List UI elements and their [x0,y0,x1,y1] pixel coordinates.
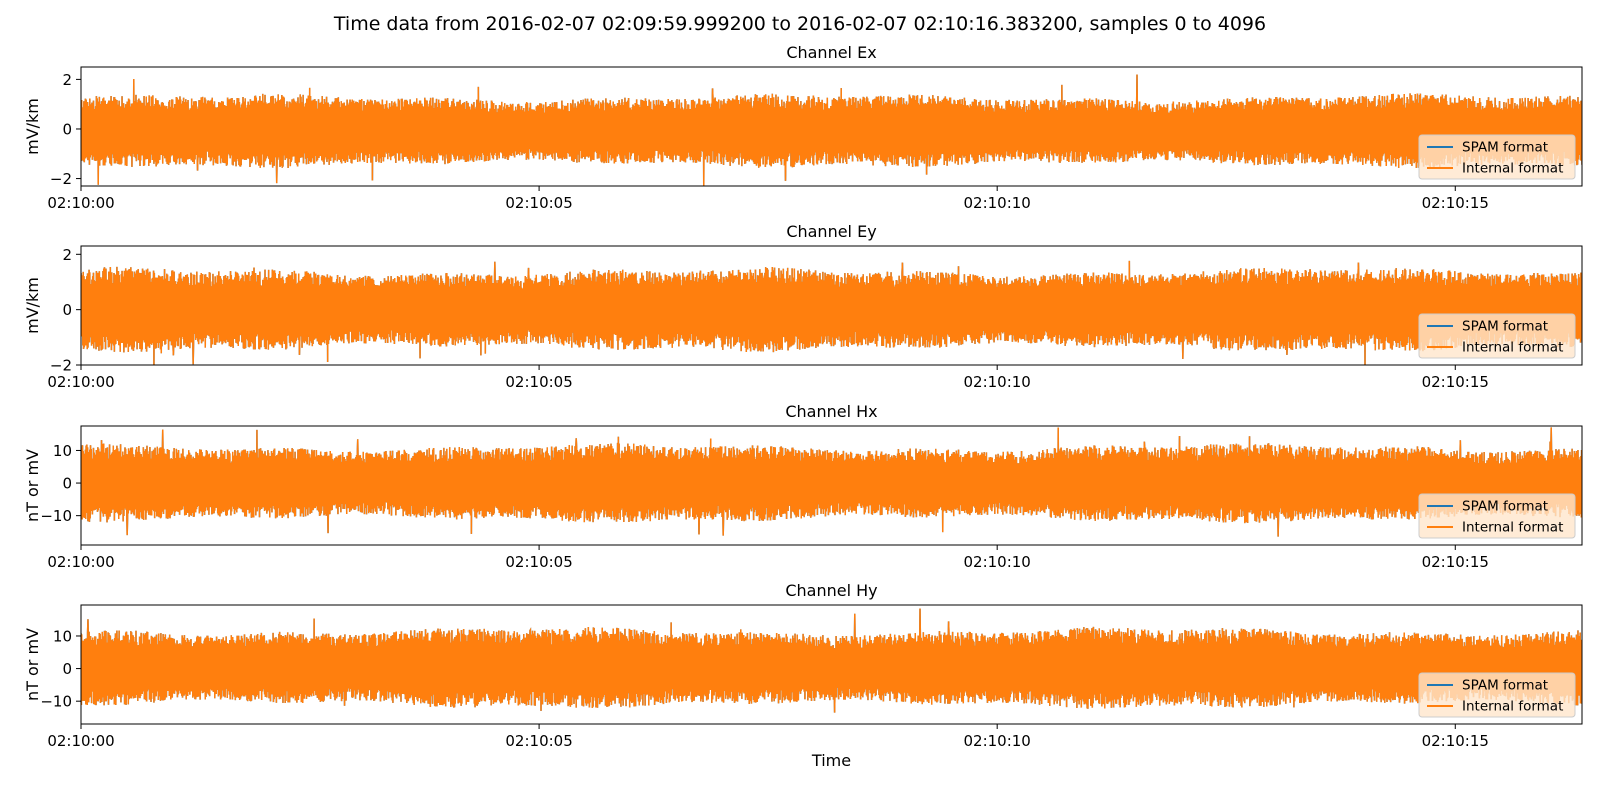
y-tick-label: 0 [62,301,72,319]
legend: SPAM format Internal format [1418,672,1576,718]
legend-entry-label: Internal format [1462,520,1563,536]
y-axis-label: nT or mV [23,628,42,701]
legend-entry-label: SPAM format [1462,140,1548,156]
legend-box [1418,313,1576,359]
legend-entry-label: Internal format [1462,699,1563,715]
x-tick-label: 02:10:10 [963,373,1030,391]
legend-entry-label: Internal format [1462,340,1563,356]
y-axis-label: nT or mV [23,449,42,522]
y-axis-label: mV/km [23,277,42,334]
x-tick-label: 02:10:15 [1422,553,1489,571]
subplot-1: Channel Ex −2 0 2 02:10:00 02:10:05 02:10:10 02… [23,43,1583,212]
legend-box [1418,672,1576,718]
signal-traces [81,608,1582,713]
axes-frame [80,245,1583,366]
signal-traces [81,260,1582,365]
x-tick-label: 02:10:15 [1422,732,1489,750]
x-axis-label: Time [811,751,851,770]
x-tick-label: 02:10:00 [47,553,114,571]
x-tick-label: 02:10:00 [47,373,114,391]
x-tick-label: 02:10:10 [963,732,1030,750]
y-axis-label: mV/km [23,98,42,155]
subplot-title: Channel Hy [785,581,877,600]
y-tick-label: 0 [62,660,72,678]
axes-frame [80,66,1583,187]
subplot-2: Channel Ey −2 0 2 02:10:00 02:10:05 02:10:10 02… [23,222,1583,391]
x-tick-label: 02:10:05 [505,194,572,212]
legend-box [1418,134,1576,180]
y-tick-label: 10 [53,442,72,460]
y-tick-label: −10 [40,693,72,711]
subplot-title: Channel Ex [786,43,876,62]
x-tick-label: 02:10:05 [505,732,572,750]
series-line-internal-format [81,260,1582,365]
x-tick-label: 02:10:00 [47,194,114,212]
legend-entry-label: SPAM format [1462,678,1548,694]
y-tick-label: 0 [62,120,72,138]
x-tick-label: 02:10:05 [505,553,572,571]
legend: SPAM format Internal format [1418,313,1576,359]
y-tick-label: 10 [53,627,72,645]
x-tick-label: 02:10:00 [47,732,114,750]
subplot-3: Channel Hx −10 0 10 02:10:00 02:10:05 02:10:10… [23,402,1583,571]
figure-suptitle: Time data from 2016-02-07 02:09:59.99920… [333,13,1266,35]
y-tick-label: 2 [62,71,72,89]
legend: SPAM format Internal format [1418,493,1576,539]
series-line-internal-format [81,608,1582,713]
legend-entry-label: SPAM format [1462,499,1548,515]
axes-frame [80,604,1583,725]
x-tick-label: 02:10:15 [1422,373,1489,391]
x-tick-label: 02:10:10 [963,194,1030,212]
x-tick-label: 02:10:10 [963,553,1030,571]
series-line-internal-format [81,427,1582,537]
series-line-internal-format [81,74,1582,186]
subplot-title: Channel Ey [786,222,876,241]
y-tick-label: −2 [50,357,72,375]
y-tick-label: −2 [50,170,72,188]
legend-box [1418,493,1576,539]
y-tick-label: 0 [62,475,72,493]
signal-traces [81,74,1582,186]
legend-entry-label: SPAM format [1462,319,1548,335]
legend: SPAM format Internal format [1418,134,1576,180]
y-tick-label: 2 [62,246,72,264]
subplot-4: Channel Hy −10 0 10 02:10:00 02:10:05 02:10:10… [23,581,1583,770]
x-tick-label: 02:10:15 [1422,194,1489,212]
subplot-title: Channel Hx [785,402,877,421]
y-tick-label: −10 [40,507,72,525]
signal-traces [81,427,1582,537]
axes-frame [80,425,1583,546]
legend-entry-label: Internal format [1462,161,1563,177]
x-tick-label: 02:10:05 [505,373,572,391]
